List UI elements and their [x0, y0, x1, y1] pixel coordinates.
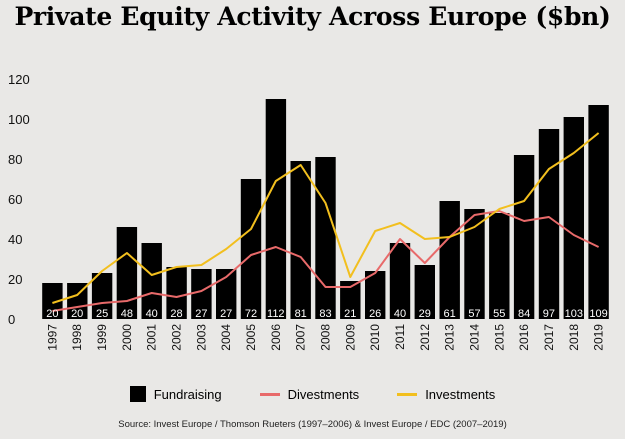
x-tick-label-2000: 2000 [120, 324, 134, 351]
bar-fundraising-2011 [389, 243, 411, 319]
line-divestments [52, 210, 600, 312]
y-tick-label: 0 [8, 312, 15, 327]
legend: Fundraising Divestments Investments [0, 386, 625, 402]
bar-fundraising-2006 [265, 99, 287, 319]
bar-fundraising-2007 [290, 161, 311, 319]
x-tick-label-2001: 2001 [145, 324, 159, 351]
divestments-swatch [259, 392, 280, 396]
bar-label-2017: 97 [543, 308, 555, 320]
bar-fundraising-2000 [116, 227, 138, 319]
bar-label-2011: 40 [394, 308, 406, 320]
x-tick-label-2009: 2009 [343, 324, 357, 351]
bar-label-2008: 83 [319, 308, 331, 320]
bar-label-2005: 72 [245, 308, 257, 320]
x-tick-label-2002: 2002 [170, 324, 184, 351]
y-tick-label: 100 [8, 112, 30, 127]
x-tick-label-2013: 2013 [443, 324, 457, 351]
source-note: Source: Invest Europe / Thomson Rueters … [118, 419, 507, 430]
bar-fundraising-2001 [141, 243, 162, 319]
legend-label-investments: Investments [425, 386, 496, 402]
series-lines [52, 132, 600, 312]
x-tick-label-2010: 2010 [368, 324, 382, 351]
x-tick-label-2015: 2015 [492, 324, 506, 351]
y-tick-label: 20 [8, 272, 22, 287]
bar-fundraising-2002 [166, 267, 187, 319]
bar-label-2012: 29 [419, 308, 431, 320]
legend-item-fundraising[interactable]: Fundraising [129, 386, 222, 402]
bar-fundraising-2016 [513, 155, 535, 319]
fundraising-swatch [129, 386, 146, 402]
x-axis: 1997 1998 1999 2000 2001 2002 2003 2004 2005 2006… [45, 324, 605, 351]
bar-label-1998: 20 [71, 308, 83, 320]
x-tick-label-2019: 2019 [592, 324, 606, 351]
x-tick-label-2017: 2017 [542, 324, 556, 351]
y-tick-label: 60 [8, 192, 22, 207]
y-tick-label: 120 [8, 72, 30, 87]
bar-label-2014: 57 [468, 308, 480, 320]
bar-label-2001: 40 [146, 308, 158, 320]
bar-label-2019: 109 [589, 308, 607, 320]
x-tick-label-1999: 1999 [95, 324, 109, 351]
bar-label-2015: 55 [493, 308, 505, 320]
bar-label-2009: 21 [344, 308, 356, 320]
fundraising-bars [42, 99, 609, 319]
bar-label-2004: 27 [220, 308, 232, 320]
chart-title: Private Equity Activity Across Europe ($… [14, 2, 611, 31]
legend-label-divestments: Divestments [287, 386, 360, 402]
x-tick-label-2008: 2008 [319, 324, 333, 351]
bar-fundraising-2009 [340, 281, 361, 319]
x-tick-label-2003: 2003 [194, 324, 208, 351]
bar-label-2013: 61 [443, 308, 455, 320]
bar-fundraising-2015 [489, 213, 510, 319]
y-tick-label: 40 [8, 232, 22, 247]
bar-fundraising-1998 [67, 283, 88, 319]
x-tick-label-2005: 2005 [244, 324, 258, 351]
x-tick-label-2011: 2011 [393, 324, 407, 350]
bar-fundraising-2004 [216, 269, 237, 319]
x-tick-label-2018: 2018 [567, 324, 581, 351]
y-axis: 0 20 40 60 80 100 120 [8, 72, 30, 327]
bar-value-labels: 20 20 25 48 40 28 27 27 72 112 81 83 21 26 40 29 61 57 55 8… [46, 308, 608, 320]
x-tick-label-2012: 2012 [418, 324, 432, 351]
bar-fundraising-2005 [240, 179, 262, 319]
bar-fundraising-2018 [563, 117, 584, 319]
bar-label-2010: 26 [369, 308, 381, 320]
x-tick-label-1997: 1997 [45, 324, 59, 351]
x-tick-label-2006: 2006 [269, 324, 283, 351]
bar-fundraising-2014 [464, 209, 485, 319]
x-tick-label-2014: 2014 [468, 324, 482, 351]
bar-fundraising-2017 [538, 129, 560, 319]
legend-item-divestments[interactable]: Divestments [259, 386, 360, 402]
x-tick-label-1998: 1998 [70, 324, 84, 351]
bar-label-2016: 84 [518, 308, 530, 320]
bar-label-2003: 27 [195, 308, 207, 320]
bar-label-2006: 112 [267, 308, 285, 320]
x-tick-label-2007: 2007 [294, 324, 308, 351]
bar-label-2002: 28 [170, 308, 182, 320]
legend-item-investments[interactable]: Investments [397, 387, 495, 402]
legend-label-fundraising: Fundraising [153, 386, 222, 402]
bar-fundraising-2019 [588, 105, 609, 319]
bar-label-2018: 103 [565, 308, 583, 320]
x-tick-label-2016: 2016 [517, 324, 531, 351]
chart-plot: 0 20 40 60 80 100 120 20 20 25 48 40 28 27 27 72 112 81 8… [8, 72, 609, 351]
bar-label-2000: 48 [121, 308, 133, 320]
x-tick-label-2004: 2004 [219, 324, 233, 351]
investments-swatch [397, 392, 418, 396]
bar-fundraising-2012 [414, 265, 435, 319]
y-tick-label: 80 [8, 152, 22, 167]
bar-label-1999: 25 [96, 308, 108, 320]
bar-fundraising-2003 [191, 269, 212, 319]
bar-fundraising-2008 [315, 157, 336, 319]
bar-fundraising-1999 [91, 273, 113, 319]
line-investments [52, 132, 600, 304]
bar-fundraising-2013 [439, 201, 460, 319]
bar-label-2007: 81 [295, 308, 307, 320]
bar-fundraising-2010 [365, 271, 386, 319]
bar-label-1997: 20 [46, 308, 58, 320]
